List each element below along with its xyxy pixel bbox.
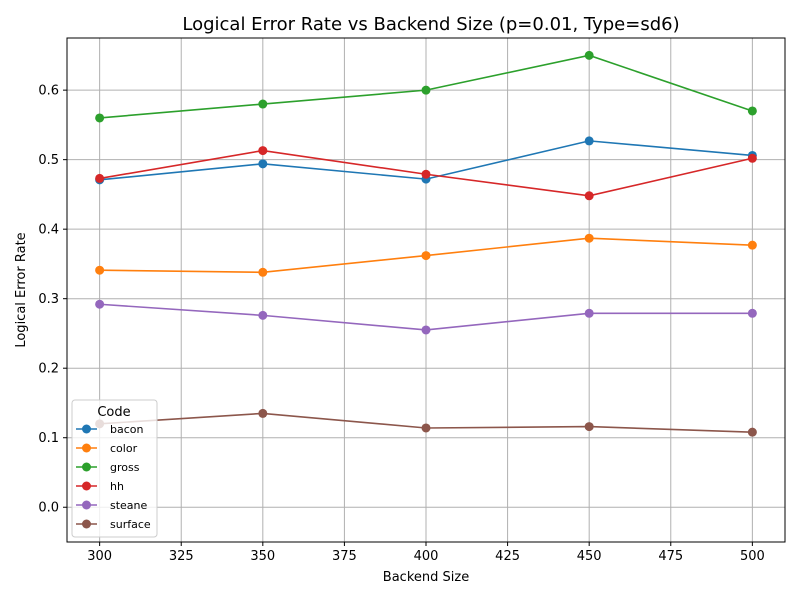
- legend-item-hh: hh: [76, 480, 124, 493]
- legend-item-steane: steane: [76, 499, 148, 512]
- legend-swatch-marker: [82, 481, 91, 491]
- x-tick-label: 500: [740, 549, 765, 564]
- y-tick-label: 0.1: [38, 431, 59, 446]
- data-point-steane: [258, 310, 268, 320]
- x-tick-label: 325: [169, 549, 194, 564]
- legend-label: bacon: [110, 423, 144, 436]
- legend-label: steane: [110, 499, 148, 512]
- data-point-hh: [584, 191, 594, 201]
- legend-item-color: color: [76, 442, 138, 455]
- x-tick-label: 300: [87, 549, 112, 564]
- legend-item-bacon: bacon: [76, 423, 144, 436]
- data-point-color: [258, 267, 268, 277]
- legend-title: Code: [97, 405, 130, 420]
- legend-swatch-marker: [82, 462, 91, 472]
- ticks: 300 325 350 375 400 425 450 475 500 0.0 0.1 0.2 0.3 0…: [38, 84, 764, 564]
- y-tick-label: 0.5: [38, 153, 59, 168]
- y-tick-label: 0.3: [38, 292, 59, 307]
- series-hh: [95, 146, 757, 201]
- legend-swatch-marker: [82, 519, 91, 529]
- chart-title: Logical Error Rate vs Backend Size (p=0.…: [182, 14, 679, 35]
- data-point-gross: [747, 106, 757, 116]
- x-tick-label: 350: [250, 549, 275, 564]
- data-point-bacon: [584, 136, 594, 146]
- grid: [67, 38, 785, 542]
- series-gross: [95, 50, 757, 123]
- data-point-hh: [421, 169, 431, 179]
- x-tick-label: 450: [577, 549, 602, 564]
- data-point-surface: [421, 423, 431, 433]
- legend-item-surface: surface: [76, 518, 151, 531]
- legend-label: hh: [110, 480, 124, 493]
- legend-swatch-marker: [82, 500, 91, 510]
- data-point-steane: [95, 299, 105, 309]
- legend-label: gross: [110, 461, 140, 474]
- legend-item-gross: gross: [76, 461, 140, 474]
- data-point-steane: [747, 308, 757, 318]
- data-point-color: [95, 265, 105, 275]
- data-point-bacon: [258, 159, 268, 169]
- legend-swatch-marker: [82, 424, 91, 434]
- legend-swatch-marker: [82, 443, 91, 453]
- y-tick-label: 0.6: [38, 84, 59, 99]
- data-point-gross: [584, 50, 594, 60]
- x-tick-label: 400: [414, 549, 439, 564]
- data-point-steane: [421, 325, 431, 335]
- x-axis-label: Backend Size: [383, 570, 469, 585]
- y-tick-label: 0.0: [38, 501, 59, 516]
- x-tick-label: 425: [495, 549, 520, 564]
- legend-label: color: [110, 442, 138, 455]
- x-tick-label: 475: [658, 549, 683, 564]
- series-steane: [95, 299, 757, 335]
- data-point-surface: [258, 408, 268, 418]
- legend: Code bacon color gross hh steane surface: [71, 399, 158, 538]
- x-tick-label: 375: [332, 549, 357, 564]
- data-point-gross: [95, 113, 105, 123]
- data-point-gross: [258, 99, 268, 109]
- data-point-gross: [421, 85, 431, 95]
- legend-box: [71, 399, 158, 538]
- y-axis-label: Logical Error Rate: [14, 232, 29, 347]
- data-point-hh: [95, 173, 105, 183]
- legend-label: surface: [110, 518, 151, 531]
- data-point-surface: [584, 422, 594, 432]
- y-tick-label: 0.2: [38, 362, 59, 377]
- series-color: [95, 233, 757, 277]
- data-point-color: [421, 251, 431, 261]
- data-point-color: [747, 240, 757, 250]
- data-point-hh: [258, 146, 268, 156]
- data-point-surface: [747, 427, 757, 437]
- series-layer: [95, 50, 757, 437]
- y-tick-label: 0.4: [38, 223, 59, 238]
- data-point-color: [584, 233, 594, 243]
- data-point-hh: [747, 153, 757, 163]
- data-point-steane: [584, 308, 594, 318]
